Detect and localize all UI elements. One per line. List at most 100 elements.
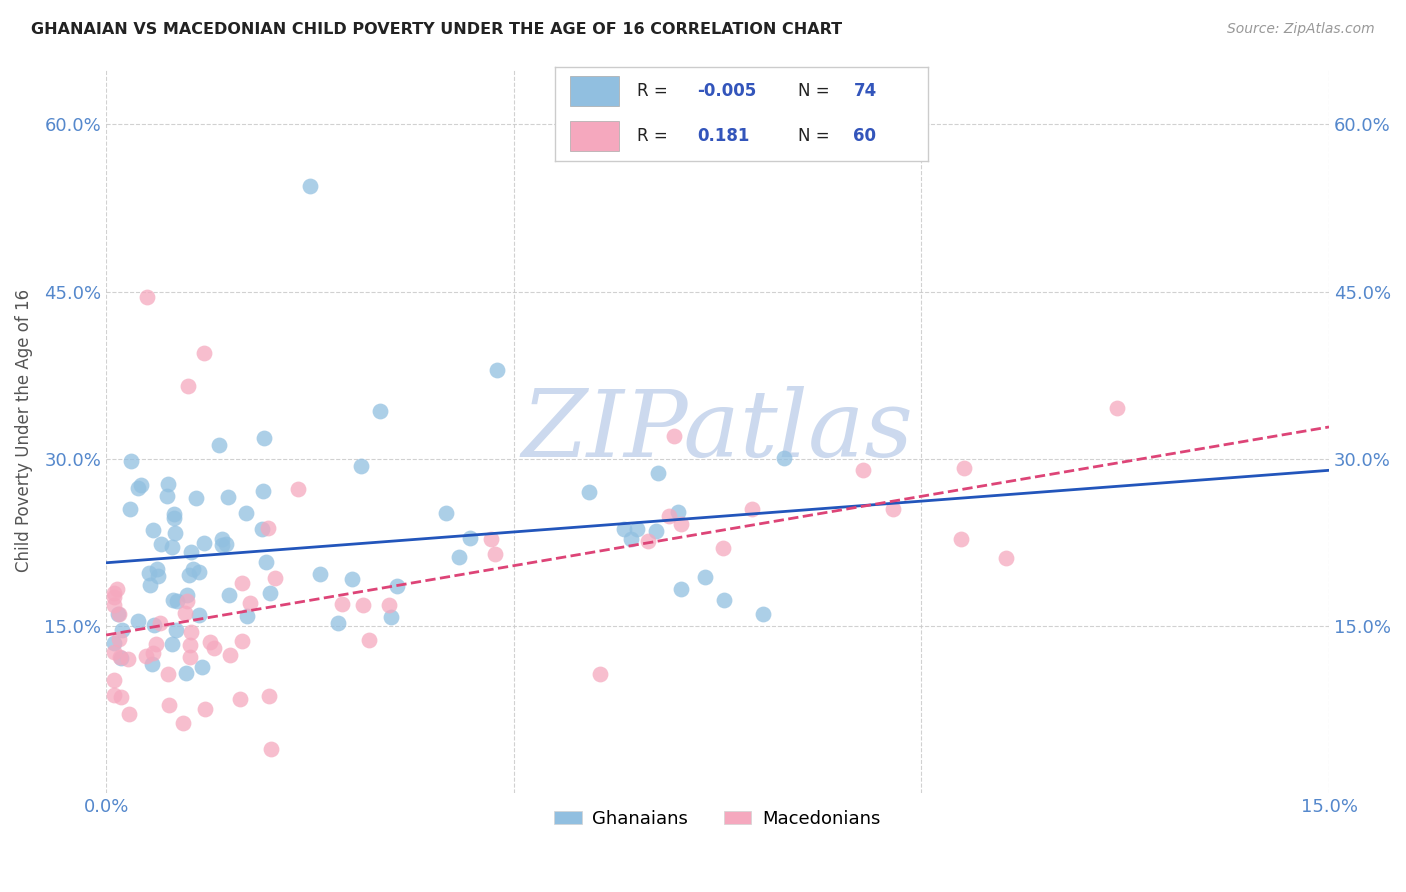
Point xyxy=(434,507,457,521)
Point xyxy=(231,634,253,648)
Point xyxy=(1105,401,1128,416)
Point xyxy=(340,572,363,586)
Point xyxy=(578,485,600,500)
Point xyxy=(149,615,172,630)
Text: Source: ZipAtlas.com: Source: ZipAtlas.com xyxy=(1227,22,1375,37)
Point xyxy=(180,545,202,559)
Point xyxy=(239,596,262,610)
Point xyxy=(193,536,215,550)
Text: GHANAIAN VS MACEDONIAN CHILD POVERTY UNDER THE AGE OF 16 CORRELATION CHART: GHANAIAN VS MACEDONIAN CHILD POVERTY UND… xyxy=(31,22,842,37)
Point xyxy=(173,606,195,620)
Point xyxy=(458,531,481,545)
Point xyxy=(231,576,253,591)
Point xyxy=(191,660,214,674)
Point xyxy=(118,707,141,722)
Point xyxy=(157,698,180,713)
Point xyxy=(352,599,374,613)
Point xyxy=(163,511,186,525)
Point xyxy=(103,636,125,650)
Point xyxy=(647,466,669,480)
Point xyxy=(179,638,201,652)
Point xyxy=(103,586,125,600)
Point xyxy=(156,666,179,681)
Point xyxy=(218,648,240,663)
Point xyxy=(103,645,125,659)
Bar xyxy=(571,77,619,106)
Text: N =: N = xyxy=(797,128,834,145)
Point xyxy=(142,523,165,537)
Point xyxy=(127,614,149,628)
Point xyxy=(380,610,402,624)
Point xyxy=(145,637,167,651)
Point xyxy=(142,646,165,660)
Point xyxy=(298,178,321,193)
Point xyxy=(751,607,773,621)
Point xyxy=(368,403,391,417)
Bar xyxy=(571,121,619,152)
Point xyxy=(211,532,233,546)
Text: R =: R = xyxy=(637,128,673,145)
Point xyxy=(131,477,153,491)
Point xyxy=(135,290,157,304)
Point xyxy=(180,624,202,639)
Point xyxy=(184,491,207,505)
Point xyxy=(179,568,201,582)
Point xyxy=(447,550,470,565)
Point xyxy=(662,429,685,443)
Text: 0.181: 0.181 xyxy=(697,128,749,145)
Point xyxy=(287,482,309,496)
Point xyxy=(108,650,131,665)
Point xyxy=(741,502,763,516)
Point xyxy=(250,522,273,536)
Point xyxy=(994,550,1017,565)
Point xyxy=(162,593,184,607)
Y-axis label: Child Poverty Under the Age of 16: Child Poverty Under the Age of 16 xyxy=(15,289,32,573)
Point xyxy=(882,501,904,516)
Point xyxy=(772,450,794,465)
Point xyxy=(626,522,648,536)
Point xyxy=(666,505,689,519)
Point xyxy=(260,741,283,756)
Point xyxy=(259,586,281,600)
Point xyxy=(953,460,976,475)
Point xyxy=(228,692,250,706)
Point xyxy=(669,582,692,596)
Point xyxy=(187,565,209,579)
Point xyxy=(252,483,274,498)
Point xyxy=(330,597,353,611)
Point xyxy=(160,541,183,555)
Point xyxy=(138,566,160,580)
Point xyxy=(146,562,169,576)
Point xyxy=(202,640,225,655)
Point xyxy=(193,346,215,360)
Point xyxy=(120,454,142,468)
Point xyxy=(163,525,186,540)
Point xyxy=(118,501,141,516)
Point xyxy=(253,431,276,445)
Point xyxy=(179,649,201,664)
Point xyxy=(176,588,198,602)
Point xyxy=(693,570,716,584)
Text: ZIPatlas: ZIPatlas xyxy=(522,386,914,476)
Point xyxy=(620,532,643,546)
Point xyxy=(256,520,278,534)
Point xyxy=(165,623,187,637)
Point xyxy=(176,593,198,607)
Point xyxy=(141,657,163,672)
Point xyxy=(254,555,277,569)
Point xyxy=(309,566,332,581)
Point xyxy=(108,607,131,621)
Point xyxy=(326,615,349,630)
Point xyxy=(176,379,198,393)
Point xyxy=(105,582,128,596)
Point xyxy=(198,635,221,649)
Point xyxy=(160,636,183,650)
Point xyxy=(263,571,285,585)
Point xyxy=(357,633,380,648)
Point xyxy=(479,533,502,547)
Point xyxy=(103,688,125,702)
Point xyxy=(387,579,409,593)
Point xyxy=(950,532,973,546)
Point xyxy=(236,608,259,623)
Point xyxy=(211,538,233,552)
